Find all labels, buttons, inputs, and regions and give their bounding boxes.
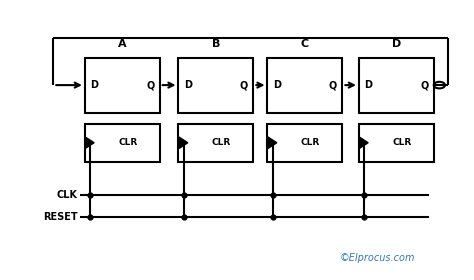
Polygon shape <box>267 137 277 149</box>
Text: C: C <box>301 39 309 49</box>
Bar <box>267 123 342 162</box>
Text: D: D <box>273 80 281 90</box>
Bar <box>178 58 254 113</box>
Text: D: D <box>90 80 98 90</box>
Bar <box>359 58 434 113</box>
Polygon shape <box>85 137 94 149</box>
Text: B: B <box>212 39 220 49</box>
Text: CLR: CLR <box>118 138 137 147</box>
Text: CLK: CLK <box>57 190 78 200</box>
Text: D: D <box>364 80 372 90</box>
Text: CLR: CLR <box>392 138 411 147</box>
Text: Q: Q <box>329 80 337 90</box>
Text: Q: Q <box>146 80 155 90</box>
Text: RESET: RESET <box>43 212 78 222</box>
Bar <box>359 123 434 162</box>
Bar <box>85 58 160 113</box>
Text: ©Elprocus.com: ©Elprocus.com <box>340 253 415 263</box>
Polygon shape <box>178 137 188 149</box>
Bar <box>178 123 254 162</box>
Bar <box>85 123 160 162</box>
Text: D: D <box>392 39 401 49</box>
Text: CLR: CLR <box>301 138 320 147</box>
Polygon shape <box>359 137 368 149</box>
Text: Q: Q <box>420 80 428 90</box>
Text: D: D <box>184 80 192 90</box>
Text: A: A <box>118 39 127 49</box>
Text: CLR: CLR <box>212 138 231 147</box>
Text: Q: Q <box>240 80 248 90</box>
Bar <box>267 58 342 113</box>
